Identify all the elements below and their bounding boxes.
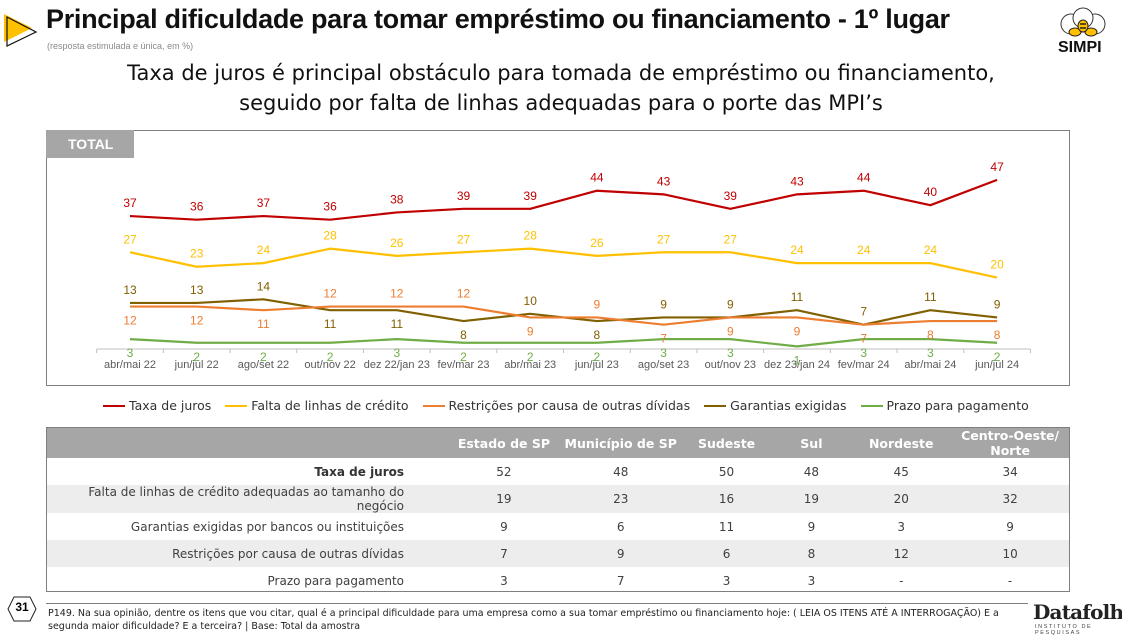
simpi-logo-text: SIMPI	[1058, 39, 1102, 56]
table-cell: 52	[496, 464, 512, 479]
legend-swatch	[860, 404, 883, 407]
page-number: 31	[15, 600, 29, 614]
column-header: Nordeste	[851, 428, 952, 458]
table-cell: 16	[681, 485, 772, 513]
legend-swatch	[225, 404, 248, 407]
row-label: Restrições por causa de outras dívidas	[47, 540, 449, 567]
legend-item: Prazo para pagamento	[860, 398, 1029, 413]
table-cell: 6	[681, 540, 772, 567]
table-cell: 45	[893, 464, 909, 479]
headline-line-2: seguido por falta de linhas adequadas pa…	[239, 91, 883, 115]
table-header-row: Estado de SP Município de SP Sudeste Sul Nor…	[47, 428, 1069, 458]
table-cell: 11	[718, 519, 735, 534]
legend-item: Falta de linhas de crédito	[225, 398, 409, 413]
regional-table: Estado de SP Município de SP Sudeste Sul Nor…	[47, 428, 1069, 594]
table-cell: 23	[559, 485, 682, 513]
page-number-hexagon-icon	[7, 596, 37, 622]
legend-swatch	[704, 404, 727, 407]
table-cell: 48	[803, 464, 820, 479]
datafolha-logo-subtitle: INSTITUTO DE PESQUISAS	[1035, 624, 1093, 636]
column-header: Centro-Oeste/ Norte	[951, 428, 1069, 458]
table-cell: 3	[722, 573, 731, 588]
row-label: Taxa de juros	[314, 464, 405, 479]
response-note: (resposta estimulada e única, em %)	[47, 41, 194, 51]
legend-swatch	[103, 404, 125, 407]
chart-legend: Taxa de juros Falta de linhas de crédito R…	[103, 398, 1043, 413]
table-row: Taxa de juros 52 48 50 48 45 34	[47, 458, 1069, 485]
column-header: Sudeste	[681, 428, 772, 458]
legend-label: Garantias exigidas	[730, 398, 847, 413]
table-cell: 7	[616, 573, 625, 588]
table-cell: 32	[951, 485, 1069, 513]
table-cell: 19	[448, 485, 560, 513]
table-cell: 9	[500, 519, 508, 534]
column-header	[47, 428, 449, 458]
legend-label: Prazo para pagamento	[886, 398, 1029, 413]
column-header: Sul	[771, 428, 852, 458]
table-row: Prazo para pagamento 3 7 3 3 - -	[47, 567, 1069, 594]
table-cell: 9	[559, 540, 682, 567]
footnote: P149. Na sua opinião, dentre os itens qu…	[48, 608, 999, 632]
legend-label: Restrições por causa de outras dívidas	[448, 398, 691, 413]
column-header: Estado de SP	[448, 428, 560, 458]
table-cell: 20	[851, 485, 952, 513]
row-label: Falta de linhas de crédito adequadas ao …	[47, 485, 449, 513]
table-cell: 48	[613, 464, 629, 479]
legend-item: Restrições por causa de outras dívidas	[422, 398, 691, 413]
row-label: Prazo para pagamento	[267, 573, 405, 588]
regional-table-panel: Estado de SP Município de SP Sudeste Sul Nor…	[46, 427, 1070, 592]
play-arrow-icon	[4, 14, 38, 47]
legend-swatch	[422, 404, 445, 407]
table-cell: 50	[718, 464, 735, 479]
legend-item: Taxa de juros	[103, 398, 211, 413]
table-cell: 3	[897, 519, 906, 534]
table-cell: 3	[807, 573, 816, 588]
table-cell: 12	[851, 540, 952, 567]
table-cell: 3	[500, 573, 508, 588]
table-cell: 19	[771, 485, 852, 513]
legend-label: Taxa de juros	[129, 398, 212, 413]
panel-label-total: TOTAL	[46, 130, 134, 158]
page-title: Principal dificuldade para tomar emprést…	[46, 4, 950, 34]
footer-divider	[46, 603, 1028, 604]
row-label: Garantias exigidas por bancos ou institu…	[130, 519, 405, 534]
table-cell: 7	[448, 540, 560, 567]
simpi-bees-logo-icon	[1060, 7, 1106, 37]
table-cell: 34	[1002, 464, 1018, 479]
table-cell: -	[899, 573, 904, 588]
table-cell: 10	[951, 540, 1069, 567]
table-cell: 9	[807, 519, 816, 534]
table-row: Restrições por causa de outras dívidas 7 9…	[47, 540, 1069, 567]
chart-panel	[46, 130, 1070, 386]
table-cell: 9	[1006, 519, 1014, 534]
table-row: Garantias exigidas por bancos ou institu…	[47, 513, 1069, 540]
column-header: Município de SP	[559, 428, 682, 458]
table-cell: -	[1007, 573, 1013, 588]
table-row: Falta de linhas de crédito adequadas ao …	[47, 485, 1069, 513]
legend-label: Falta de linhas de crédito	[251, 398, 409, 413]
headline-line-1: Taxa de juros é principal obstáculo para…	[127, 61, 995, 85]
datafolha-logo: Datafolha	[1033, 600, 1122, 624]
table-cell: 8	[771, 540, 852, 567]
table-cell: 6	[616, 519, 625, 534]
legend-item: Garantias exigidas	[704, 398, 847, 413]
